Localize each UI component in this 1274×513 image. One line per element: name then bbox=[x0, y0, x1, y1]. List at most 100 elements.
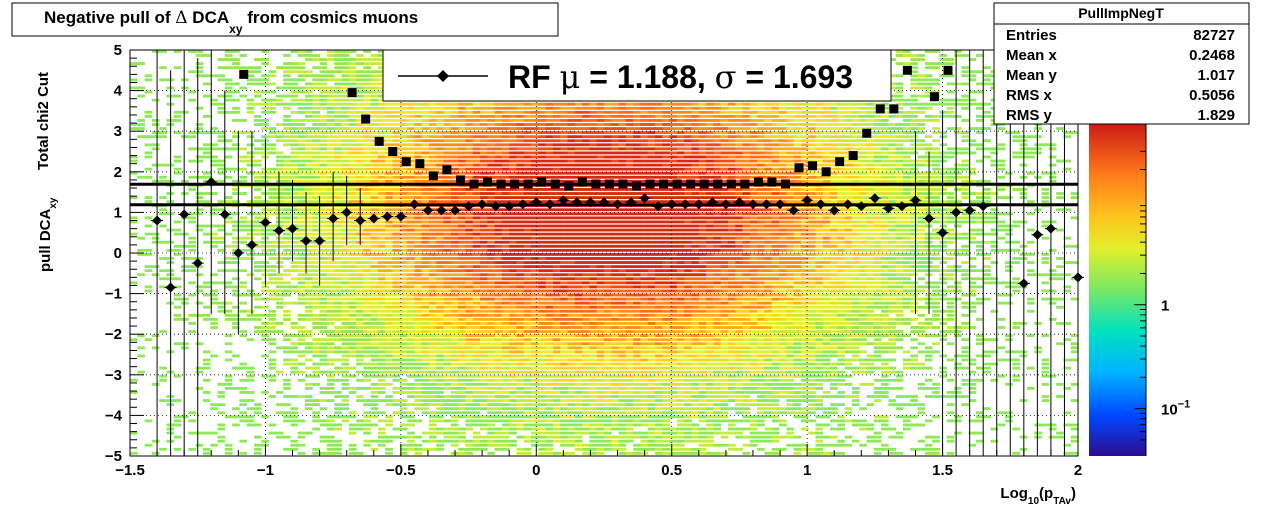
heatmap-cell bbox=[385, 232, 393, 236]
heatmap-cell bbox=[348, 163, 357, 167]
heatmap-cell bbox=[428, 317, 437, 321]
heatmap-cell bbox=[480, 342, 488, 346]
heatmap-cell bbox=[297, 301, 306, 305]
heatmap-cell bbox=[217, 236, 226, 240]
heatmap-cell bbox=[341, 143, 350, 147]
heatmap-cell bbox=[297, 253, 306, 256]
heatmap-cell bbox=[443, 281, 452, 285]
heatmap-cell bbox=[531, 196, 539, 199]
heatmap-cell bbox=[480, 370, 488, 374]
heatmap-cell bbox=[465, 261, 474, 264]
heatmap-cell bbox=[545, 269, 554, 273]
heatmap-cell bbox=[552, 212, 561, 216]
heatmap-cell bbox=[465, 378, 474, 382]
heatmap-cell bbox=[458, 447, 466, 451]
heatmap-cell bbox=[341, 94, 350, 98]
heatmap-cell bbox=[487, 277, 496, 281]
heatmap-cell bbox=[458, 127, 466, 130]
heatmap-cell bbox=[531, 273, 539, 277]
heatmap-cell bbox=[458, 435, 466, 439]
heatmap-cell bbox=[552, 423, 561, 427]
heatmap-cell bbox=[283, 135, 291, 139]
heatmap-cell bbox=[399, 171, 408, 175]
heatmap-cell bbox=[465, 411, 474, 415]
heatmap-cell bbox=[443, 224, 452, 228]
heatmap-cell bbox=[370, 143, 379, 147]
heatmap-cell bbox=[509, 415, 517, 419]
heatmap-cell bbox=[173, 159, 182, 163]
heatmap-cell bbox=[268, 431, 277, 435]
heatmap-cell bbox=[370, 94, 379, 98]
heatmap-cell bbox=[326, 309, 335, 313]
heatmap-cell bbox=[552, 293, 561, 297]
heatmap-cell bbox=[246, 66, 255, 70]
heatmap-cell bbox=[377, 277, 386, 281]
heatmap-cell bbox=[210, 301, 218, 305]
heatmap-cell bbox=[480, 317, 488, 321]
heatmap-cell bbox=[560, 342, 568, 346]
heatmap-cell bbox=[604, 127, 612, 130]
heatmap-cell bbox=[261, 439, 269, 443]
heatmap-cell bbox=[545, 435, 554, 439]
heatmap-cell bbox=[589, 326, 598, 329]
heatmap-cell bbox=[436, 415, 444, 419]
heatmap-cell bbox=[326, 289, 335, 293]
heatmap-cell bbox=[312, 354, 320, 358]
heatmap-cell bbox=[290, 285, 299, 289]
heatmap-cell bbox=[319, 143, 328, 147]
heatmap-cell bbox=[268, 395, 277, 398]
heatmap-cell bbox=[487, 269, 496, 273]
heatmap-cell bbox=[253, 212, 262, 216]
heatmap-cell bbox=[305, 220, 313, 224]
heatmap-cell bbox=[443, 155, 452, 159]
heatmap-cell bbox=[604, 289, 612, 293]
heatmap-cell bbox=[326, 273, 335, 277]
heatmap-cell bbox=[574, 350, 583, 354]
heatmap-cell bbox=[611, 102, 619, 106]
heatmap-cell bbox=[450, 244, 459, 248]
heatmap-cell bbox=[450, 301, 459, 305]
heatmap-cell bbox=[363, 411, 372, 415]
heatmap-cell bbox=[290, 159, 299, 163]
heatmap-cell bbox=[246, 102, 255, 106]
heatmap-cell bbox=[253, 244, 262, 248]
heatmap-cell bbox=[290, 301, 299, 305]
heatmap-cell bbox=[297, 395, 306, 398]
heatmap-cell bbox=[283, 281, 291, 285]
heatmap-cell bbox=[348, 62, 357, 66]
heatmap-cell bbox=[268, 358, 277, 362]
heatmap-cell bbox=[312, 411, 320, 415]
heatmap-cell bbox=[334, 98, 342, 102]
heatmap-cell bbox=[407, 106, 415, 110]
heatmap-cell bbox=[290, 366, 299, 370]
heatmap-cell bbox=[604, 411, 612, 415]
heatmap-cell bbox=[552, 208, 561, 212]
heatmap-cell bbox=[428, 305, 437, 309]
heatmap-cell bbox=[501, 248, 510, 252]
heatmap-cell bbox=[501, 330, 510, 333]
heatmap-cell bbox=[370, 411, 379, 415]
heatmap-cell bbox=[443, 159, 452, 163]
heatmap-cell bbox=[501, 411, 510, 415]
heatmap-cell bbox=[363, 265, 372, 269]
heatmap-cell bbox=[523, 285, 532, 289]
heatmap-cell bbox=[283, 192, 291, 195]
heatmap-cell bbox=[341, 147, 350, 151]
heatmap-cell bbox=[552, 366, 561, 370]
heatmap-cell bbox=[516, 322, 525, 325]
heatmap-cell bbox=[531, 269, 539, 273]
heatmap-cell bbox=[312, 350, 320, 354]
heatmap-cell bbox=[421, 155, 430, 159]
heatmap-cell bbox=[407, 281, 415, 285]
heatmap-cell bbox=[319, 261, 328, 264]
heatmap-cell bbox=[494, 378, 503, 382]
heatmap-cell bbox=[531, 232, 539, 236]
heatmap-cell bbox=[421, 407, 430, 411]
heatmap-cell bbox=[480, 119, 488, 122]
heatmap-cell bbox=[538, 423, 547, 427]
heatmap-cell bbox=[465, 334, 474, 338]
heatmap-cell bbox=[523, 123, 532, 126]
heatmap-cell bbox=[450, 123, 459, 126]
heatmap-cell bbox=[407, 131, 415, 135]
heatmap-cell bbox=[290, 407, 299, 411]
